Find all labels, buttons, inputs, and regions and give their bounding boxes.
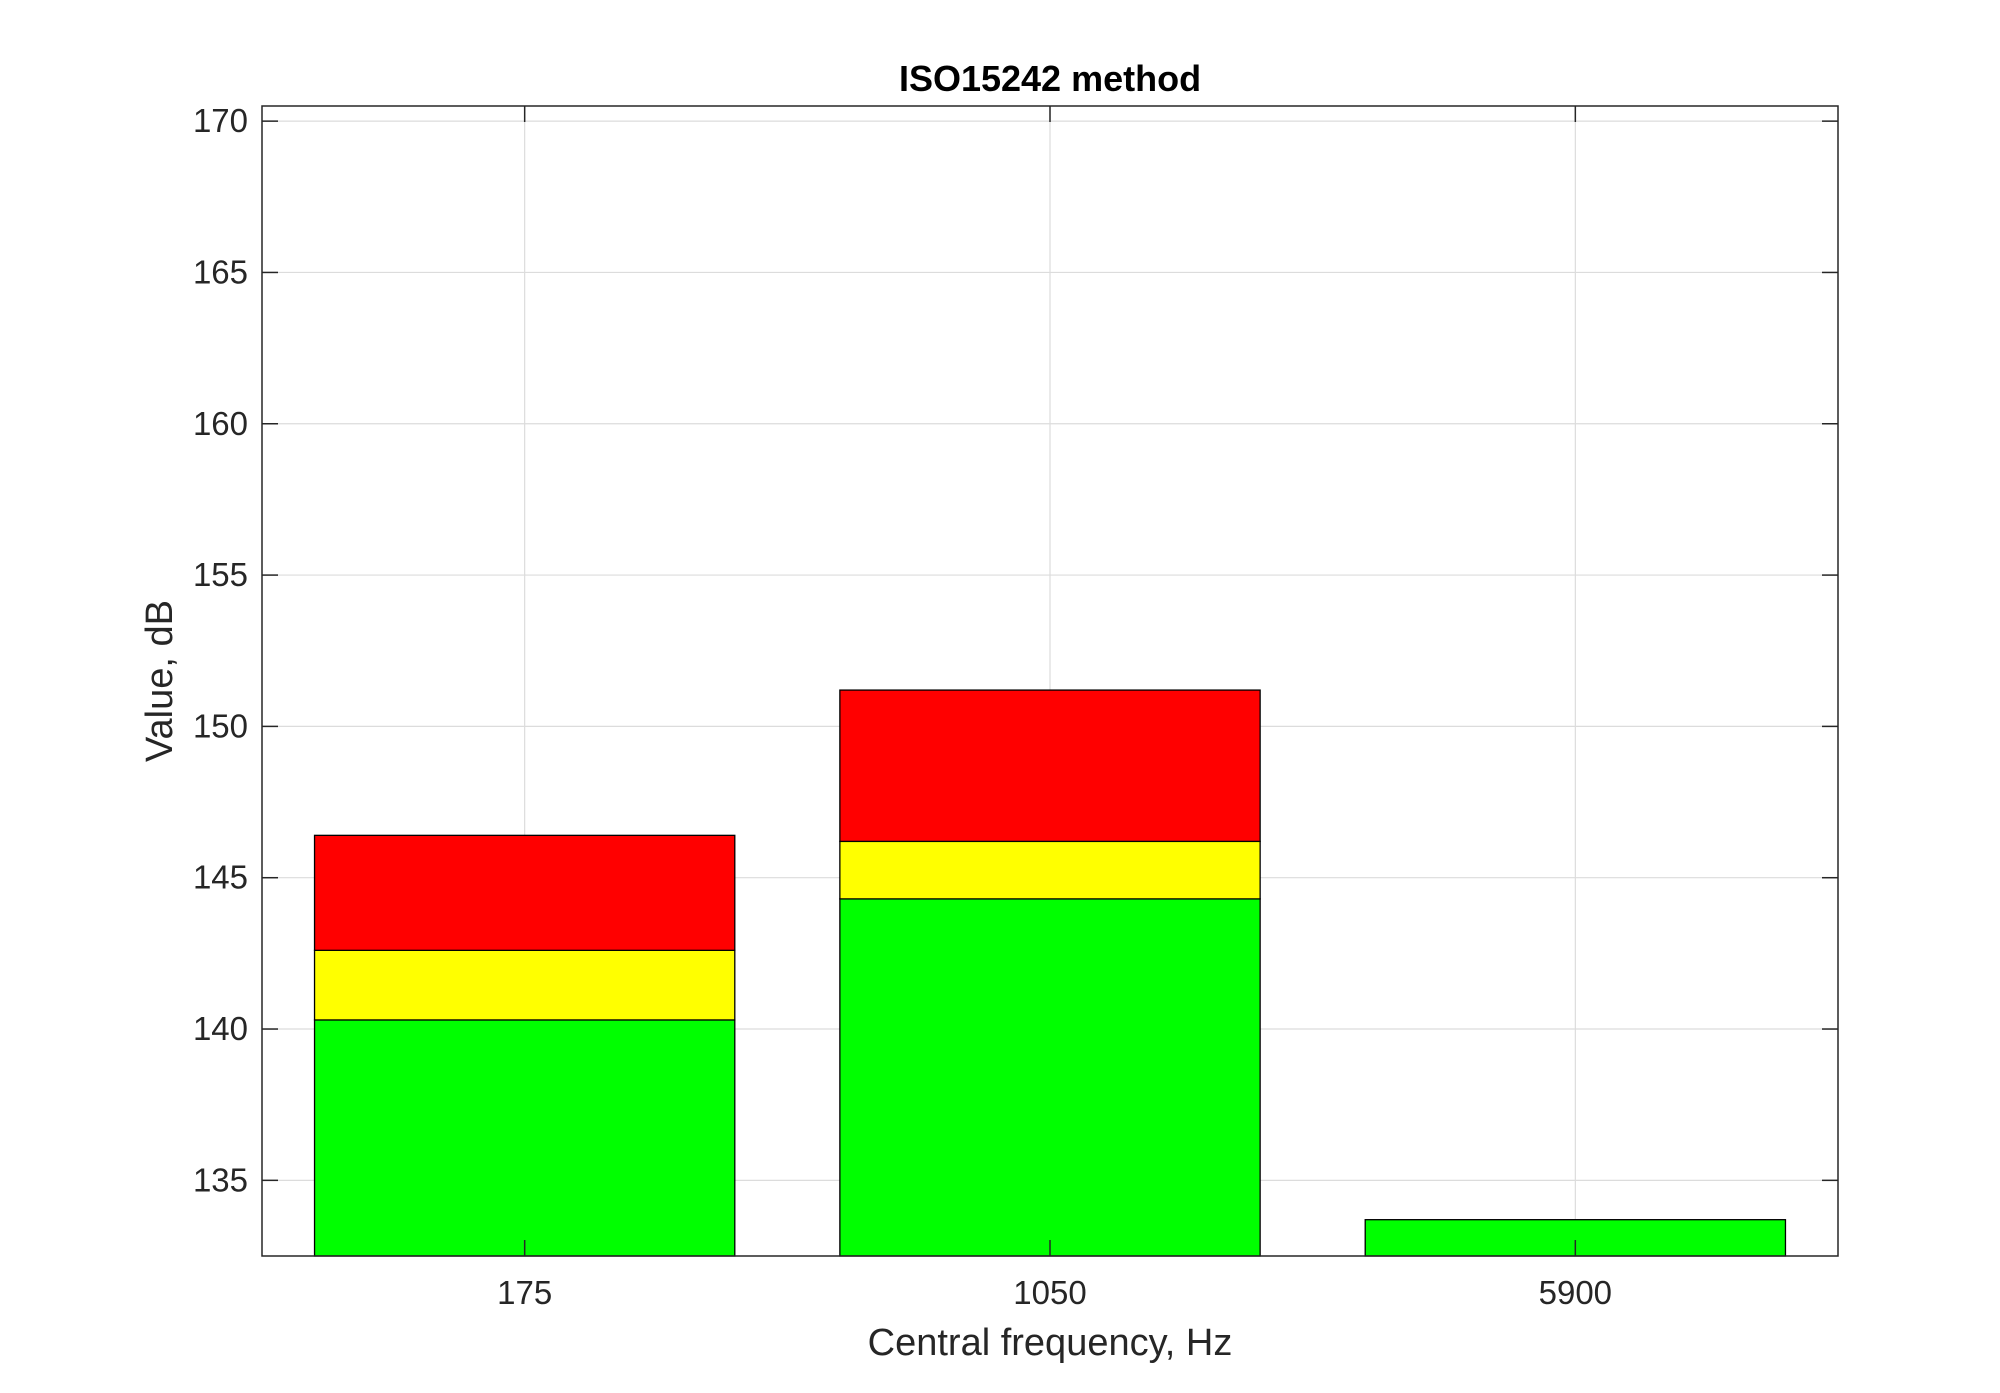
bar-segment	[839, 689, 1261, 843]
y-tick-label: 145	[193, 859, 248, 896]
plot-frame	[261, 105, 1839, 1257]
x-tick-label: 1050	[1013, 1274, 1086, 1311]
x-axis-label: Central frequency, Hz	[868, 1322, 1233, 1364]
y-tick-label: 170	[193, 102, 248, 139]
y-tick-label: 140	[193, 1010, 248, 1047]
ticks-layer: 135 140 145 150 155 160 165 170 175 1050 5900	[193, 102, 1838, 1311]
y-axis-label: Value, dB	[139, 600, 181, 762]
bar-segment	[313, 834, 736, 951]
y-tick-label: 150	[193, 707, 248, 744]
x-tick-label: 5900	[1539, 1274, 1612, 1311]
bar-segment	[313, 1019, 736, 1257]
bar-segment	[313, 949, 736, 1021]
y-tick-label: 155	[193, 556, 248, 593]
y-tick-label: 135	[193, 1161, 248, 1198]
chart-title: ISO15242 method	[899, 58, 1201, 99]
bars-layer	[313, 689, 1787, 1257]
y-tick-label: 165	[193, 253, 248, 290]
bar-segment	[839, 840, 1261, 900]
y-tick-label: 160	[193, 405, 248, 442]
x-tick-label: 175	[497, 1274, 552, 1311]
bar-segment	[839, 898, 1261, 1257]
